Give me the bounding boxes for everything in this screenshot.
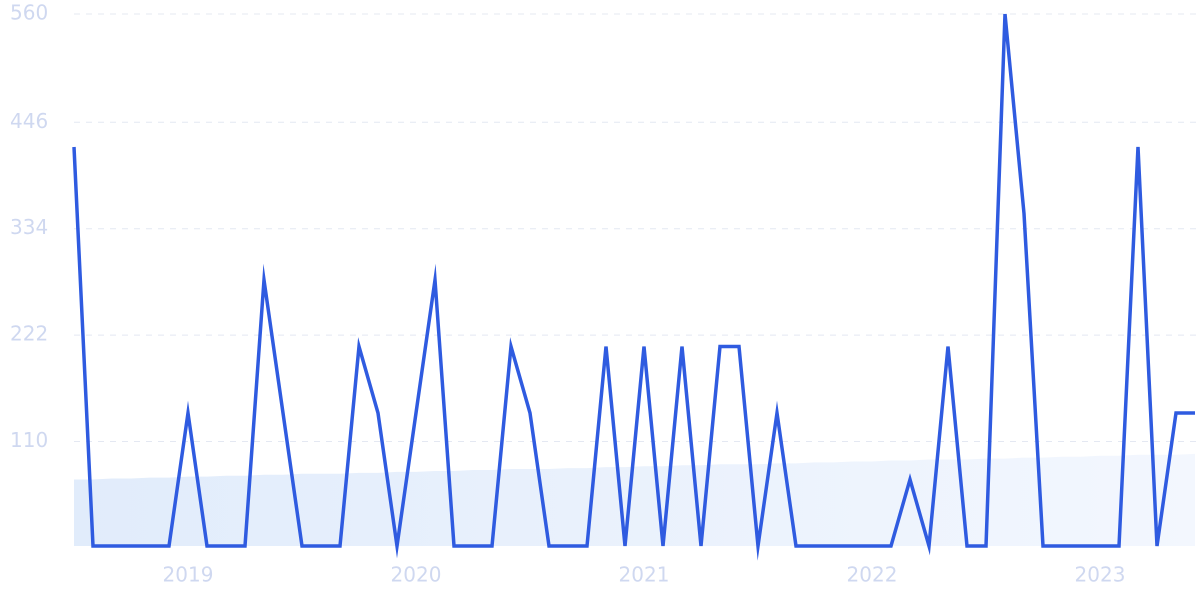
x-tick-label: 2019 xyxy=(163,563,214,587)
y-tick-label: 334 xyxy=(10,215,48,239)
line-series xyxy=(72,13,1195,561)
x-tick-label: 2023 xyxy=(1075,563,1126,587)
y-tick-label: 222 xyxy=(10,322,48,346)
x-tick-label: 2022 xyxy=(847,563,898,587)
trend-area xyxy=(74,453,1195,546)
y-tick-label: 560 xyxy=(10,1,48,25)
x-tick-label: 2021 xyxy=(619,563,670,587)
y-tick-label: 446 xyxy=(10,109,48,133)
x-tick-label: 2020 xyxy=(391,563,442,587)
y-tick-label: 110 xyxy=(10,428,48,452)
